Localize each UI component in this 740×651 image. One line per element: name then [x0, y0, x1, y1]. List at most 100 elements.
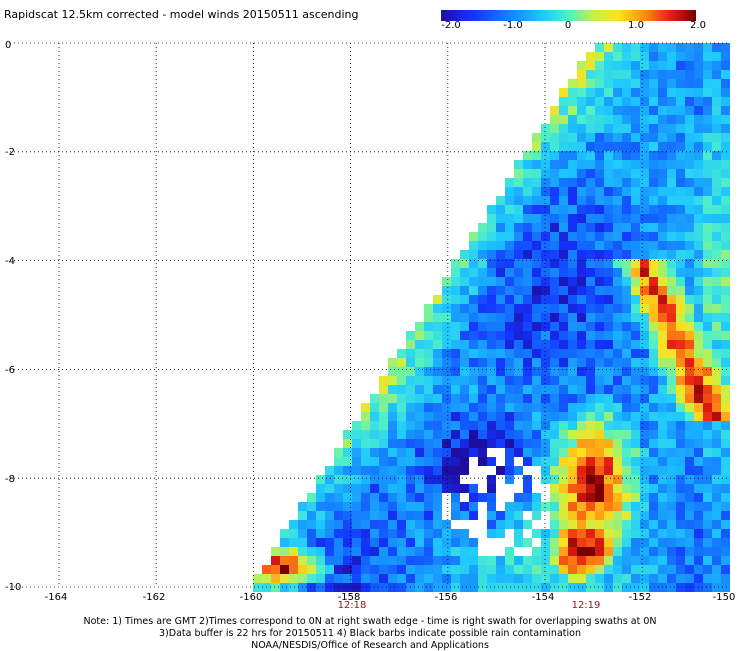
swath-cell [370, 457, 379, 466]
swath-cell [361, 538, 370, 547]
swath-cell [271, 547, 280, 556]
swath-cell [514, 268, 523, 277]
swath-cell [667, 547, 676, 556]
swath-cell [604, 475, 613, 484]
swath-cell [595, 394, 604, 403]
swath-cell [622, 421, 631, 430]
swath-cell [622, 520, 631, 529]
swath-cell [613, 169, 622, 178]
swath-cell [334, 556, 343, 565]
swath-cell [559, 421, 568, 430]
swath-cell [595, 43, 604, 52]
swath-cell [442, 367, 451, 376]
swath-cell [514, 565, 523, 574]
swath-cell [469, 304, 478, 313]
swath-cell [505, 277, 514, 286]
swath-cell [622, 502, 631, 511]
swath-cell [613, 547, 622, 556]
swath-cell [370, 403, 379, 412]
swath-cell [469, 583, 478, 592]
swath-cell [271, 583, 280, 592]
swath-cell [379, 403, 388, 412]
swath-cell [379, 520, 388, 529]
swath-cell [550, 178, 559, 187]
swath-cell [478, 556, 487, 565]
swath-cell [532, 331, 541, 340]
swath-cell [379, 547, 388, 556]
swath-cell [514, 457, 523, 466]
swath-cell [613, 97, 622, 106]
swath-cell [541, 367, 550, 376]
swath-cell [595, 448, 604, 457]
swath-cell [685, 349, 694, 358]
swath-cell [541, 349, 550, 358]
swath-cell [703, 277, 712, 286]
swath-cell [523, 331, 532, 340]
swath-cell [604, 367, 613, 376]
swath-cell [694, 349, 703, 358]
swath-cell [640, 448, 649, 457]
swath-cell [676, 196, 685, 205]
swath-cell [469, 466, 478, 475]
swath-cell [550, 277, 559, 286]
swath-cell [577, 583, 586, 592]
swath-cell [595, 187, 604, 196]
swath-cell [550, 547, 559, 556]
swath-cell [307, 574, 316, 583]
swath-cell [694, 115, 703, 124]
swath-cell [721, 331, 730, 340]
swath-cell [604, 457, 613, 466]
swath-cell [505, 349, 514, 358]
swath-cell [622, 484, 631, 493]
swath-cell [532, 349, 541, 358]
swath-cell [568, 520, 577, 529]
swath-cell [613, 439, 622, 448]
swath-cell [649, 484, 658, 493]
swath-cell [721, 529, 730, 538]
swath-cell [604, 331, 613, 340]
swath-cell [631, 556, 640, 565]
swath-cell [649, 466, 658, 475]
swath-cell [667, 466, 676, 475]
swath-cell [676, 142, 685, 151]
swath-cell [640, 313, 649, 322]
swath-cell [406, 538, 415, 547]
swath-cell [532, 169, 541, 178]
swath-cell [343, 511, 352, 520]
swath-cell [622, 304, 631, 313]
swath-cell [478, 313, 487, 322]
swath-cell [712, 466, 721, 475]
swath-cell [613, 376, 622, 385]
swath-cell [631, 502, 640, 511]
swath-cell [604, 88, 613, 97]
swath-cell [334, 484, 343, 493]
swath-cell [622, 529, 631, 538]
swath-cell [424, 466, 433, 475]
swath-cell [496, 556, 505, 565]
swath-cell [568, 538, 577, 547]
swath-cell [712, 385, 721, 394]
swath-cell [325, 565, 334, 574]
swath-cell [415, 349, 424, 358]
swath-cell [703, 43, 712, 52]
swath-cell [406, 457, 415, 466]
swath-cell [478, 448, 487, 457]
swath-cell [559, 205, 568, 214]
swath-cell [361, 484, 370, 493]
swath-cell [631, 88, 640, 97]
swath-cell [460, 277, 469, 286]
swath-cell [505, 196, 514, 205]
swath-cell [631, 565, 640, 574]
swath-cell [532, 196, 541, 205]
swath-cell [631, 232, 640, 241]
swath-cell [712, 394, 721, 403]
swath-cell [649, 421, 658, 430]
swath-cell [334, 529, 343, 538]
swath-cell [640, 331, 649, 340]
swath-cell [667, 565, 676, 574]
swath-cell [496, 367, 505, 376]
swath-cell [289, 520, 298, 529]
swath-cell [559, 556, 568, 565]
swath-cell [541, 151, 550, 160]
swath-cell [523, 304, 532, 313]
